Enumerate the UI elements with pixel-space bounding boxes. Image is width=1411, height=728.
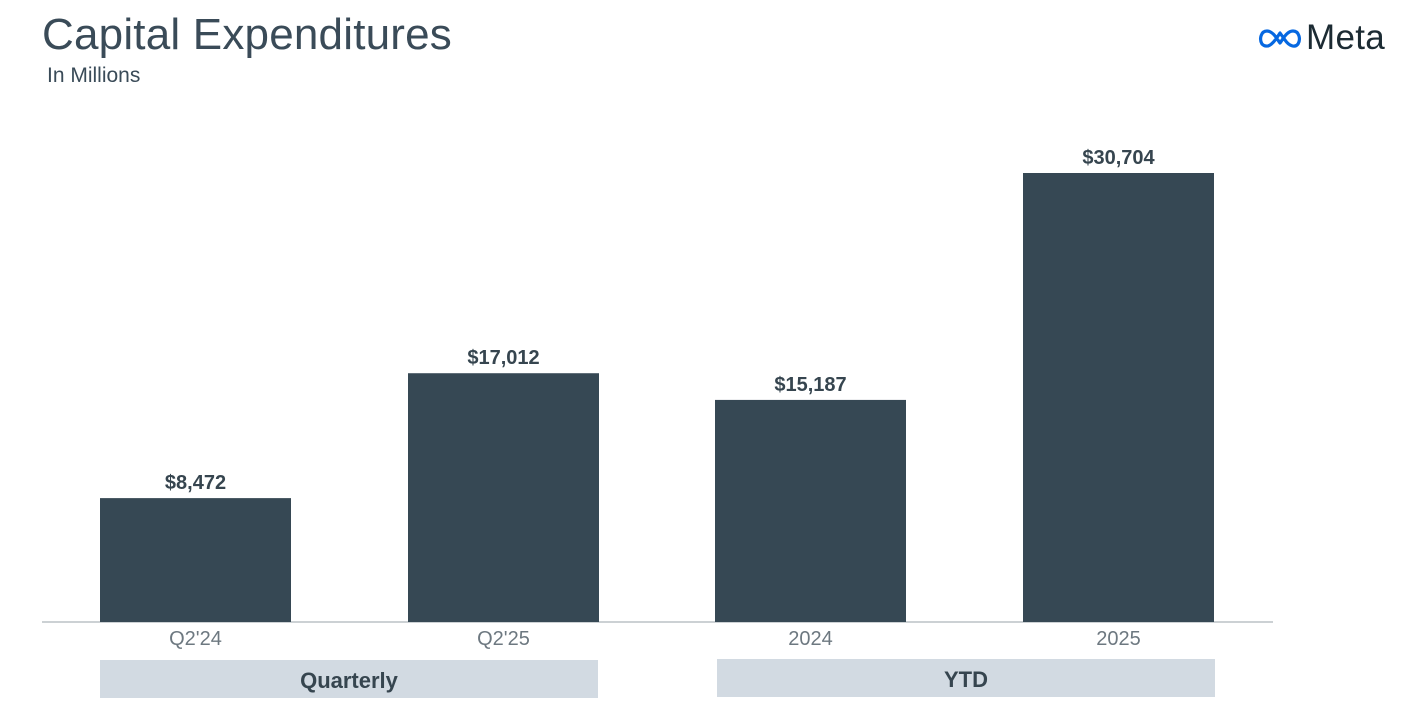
data-label-2: $15,187 [774,374,846,396]
group-box-0 [100,660,598,698]
group-label-0: Quarterly [300,668,399,693]
tick-label-3: 2025 [1096,628,1141,650]
meta-wordmark: Meta [1305,18,1385,57]
group-box-1 [717,659,1215,697]
tick-label-1: Q2'25 [477,628,530,650]
meta-logo: Meta [1258,18,1385,58]
data-label-3: $30,704 [1082,147,1155,169]
page-subtitle: In Millions [47,64,141,87]
data-label-1: $17,012 [467,347,539,369]
tick-label-2: 2024 [788,628,833,650]
bar-1 [408,373,599,622]
group-label-1: YTD [944,667,988,692]
page-title: Capital Expenditures [42,10,453,59]
tick-label-0: Q2'24 [169,628,222,650]
data-label-0: $8,472 [165,472,226,494]
bar-3 [1023,173,1214,622]
meta-infinity-icon [1259,29,1301,48]
bar-2 [715,399,906,622]
bar-0 [100,498,291,622]
